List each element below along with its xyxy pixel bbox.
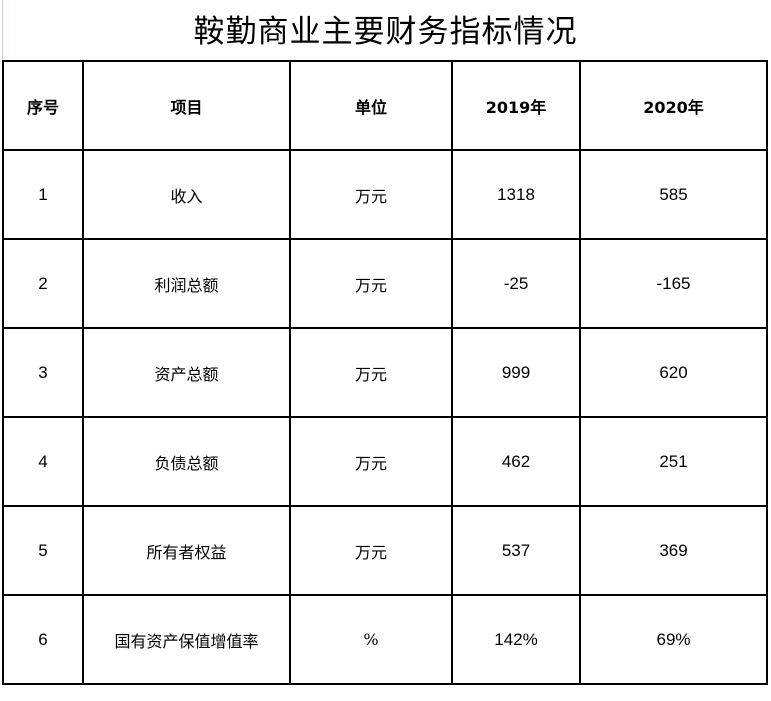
cell-2020[interactable]: 251: [579, 416, 768, 507]
header-no[interactable]: 序号: [2, 60, 84, 151]
cell-2019[interactable]: 537: [451, 505, 581, 596]
table-row: 3 资产总额 万元 999 620: [2, 327, 768, 418]
table-row: 1 收入 万元 1318 585: [2, 149, 768, 240]
table-row: 4 负债总额 万元 462 251: [2, 416, 768, 507]
cell-no[interactable]: 2: [2, 238, 84, 329]
cell-2020[interactable]: 585: [579, 149, 768, 240]
cell-item[interactable]: 负债总额: [82, 416, 291, 507]
cell-unit[interactable]: 万元: [289, 416, 453, 507]
sheet-gridline: [2, 0, 3, 60]
cell-item[interactable]: 国有资产保值增值率: [82, 594, 291, 685]
cell-2020[interactable]: 620: [579, 327, 768, 418]
cell-2019[interactable]: 1318: [451, 149, 581, 240]
cell-unit[interactable]: 万元: [289, 505, 453, 596]
cell-2019[interactable]: 462: [451, 416, 581, 507]
table-row: 5 所有者权益 万元 537 369: [2, 505, 768, 596]
cell-unit[interactable]: %: [289, 594, 453, 685]
cell-2019[interactable]: 999: [451, 327, 581, 418]
cell-no[interactable]: 1: [2, 149, 84, 240]
header-2020[interactable]: 2020年: [579, 60, 768, 151]
financial-table: 序号 项目 单位 2019年 2020年 1 收入 万元 1318 585 2 利润总额 万元…: [2, 60, 768, 685]
cell-unit[interactable]: 万元: [289, 238, 453, 329]
cell-no[interactable]: 6: [2, 594, 84, 685]
cell-2019[interactable]: 142%: [451, 594, 581, 685]
cell-item[interactable]: 利润总额: [82, 238, 291, 329]
header-row: 序号 项目 单位 2019年 2020年: [2, 60, 768, 151]
cell-unit[interactable]: 万元: [289, 327, 453, 418]
cell-item[interactable]: 资产总额: [82, 327, 291, 418]
cell-unit[interactable]: 万元: [289, 149, 453, 240]
cell-2020[interactable]: 369: [579, 505, 768, 596]
header-item[interactable]: 项目: [82, 60, 291, 151]
cell-item[interactable]: 所有者权益: [82, 505, 291, 596]
cell-no[interactable]: 5: [2, 505, 84, 596]
cell-no[interactable]: 3: [2, 327, 84, 418]
cell-item[interactable]: 收入: [82, 149, 291, 240]
header-2019[interactable]: 2019年: [451, 60, 581, 151]
cell-2019[interactable]: -25: [451, 238, 581, 329]
header-unit[interactable]: 单位: [289, 60, 453, 151]
cell-2020[interactable]: -165: [579, 238, 768, 329]
cell-2020[interactable]: 69%: [579, 594, 768, 685]
page-title: 鞍勤商业主要财务指标情况: [193, 14, 578, 50]
table-row: 6 国有资产保值增值率% 142% 69%: [2, 594, 768, 685]
table-row: 2 利润总额 万元 -25 -165: [2, 238, 768, 329]
cell-no[interactable]: 4: [2, 416, 84, 507]
